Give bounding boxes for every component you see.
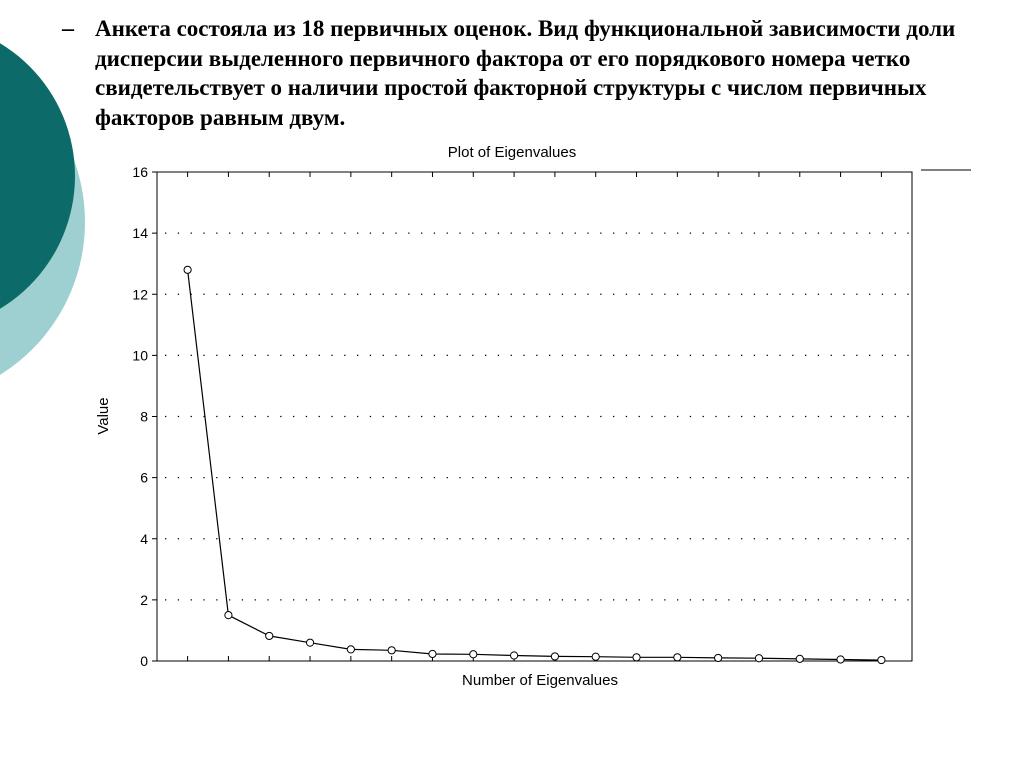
series-line-eigenvalues: [187, 269, 882, 661]
data-point: [795, 654, 804, 663]
data-point: [754, 654, 764, 663]
y-tick-label: 0: [140, 653, 148, 669]
grid: [165, 232, 910, 601]
data-point: [714, 653, 723, 663]
plot-frame: [156, 171, 913, 662]
data-point: [265, 631, 274, 641]
bullet-text: Анкета состояла из 18 первичных оценок. …: [95, 16, 956, 130]
y-tick-label: 16: [132, 164, 148, 180]
y-tick-label: 14: [132, 225, 148, 241]
data-point: [428, 649, 437, 659]
data-point: [469, 650, 478, 659]
chart-title: Plot of Eigenvalues: [448, 144, 576, 161]
y-tick-label: 10: [132, 347, 148, 363]
data-point: [550, 652, 560, 661]
y-tick-label: 2: [140, 592, 148, 608]
y-tick-label: 12: [132, 286, 148, 302]
data-point: [632, 653, 641, 662]
x-axis-ticks: [187, 172, 882, 661]
bullet-paragraph: – Анкета состояла из 18 первичных оценок…: [62, 14, 1007, 132]
y-axis-label: Value: [95, 397, 112, 434]
y-axis-ticks: 0 2 4 6 8 10 12 14 16: [132, 164, 157, 669]
data-point: [183, 265, 192, 274]
decor-dark-circle: [0, 43, 75, 309]
data-point: [224, 611, 233, 620]
series-points: [183, 265, 886, 665]
data-point: [387, 646, 396, 655]
bullet-marker: –: [62, 16, 74, 42]
data-point: [836, 655, 845, 664]
x-axis-label: Number of Eigenvalues: [462, 672, 618, 689]
decorative-circles: [0, 43, 85, 375]
data-point: [509, 651, 519, 660]
data-point: [591, 652, 600, 661]
data-point: [346, 645, 355, 654]
data-point: [305, 638, 315, 647]
y-tick-label: 6: [140, 470, 148, 486]
data-point: [877, 655, 886, 665]
data-point: [673, 653, 682, 662]
y-tick-label: 4: [140, 531, 148, 547]
y-tick-label: 8: [140, 409, 148, 425]
